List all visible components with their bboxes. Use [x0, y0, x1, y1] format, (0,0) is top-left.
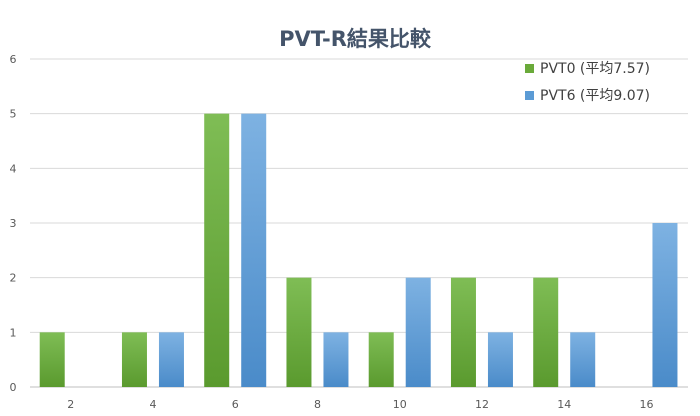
chart-title: PVT-R結果比較: [279, 27, 432, 51]
y-tick-label: 2: [10, 272, 17, 285]
legend-swatch: [525, 64, 534, 73]
x-axis-ticks: 2 4 6 8 10 12 14 16: [67, 398, 653, 411]
bar-pvt6: [652, 223, 678, 387]
bar-pvt0: [204, 113, 230, 388]
y-tick-label: 6: [10, 53, 17, 66]
bars: [39, 113, 678, 388]
y-tick-label: 5: [10, 108, 17, 121]
bar-pvt6: [487, 332, 513, 387]
bar-pvt0: [39, 332, 65, 387]
legend-swatch: [525, 91, 534, 100]
y-tick-label: 1: [10, 326, 17, 339]
bar-pvt6: [570, 332, 596, 387]
bar-pvt0: [286, 277, 312, 387]
y-axis-ticks: 0 1 2 3 4 5 6: [10, 53, 17, 394]
y-tick-label: 4: [10, 162, 17, 175]
legend-label: PVT0 (平均7.57): [540, 61, 650, 77]
x-tick-label: 8: [314, 398, 321, 411]
x-tick-label: 14: [557, 398, 571, 411]
bar-pvt6: [158, 332, 184, 387]
bar-pvt6: [323, 332, 349, 387]
legend: PVT0 (平均7.57) PVT6 (平均9.07): [525, 61, 650, 104]
y-tick-label: 0: [10, 381, 17, 394]
x-tick-label: 16: [639, 398, 653, 411]
x-tick-label: 12: [475, 398, 489, 411]
bar-pvt6: [405, 277, 431, 387]
bar-pvt0: [450, 277, 476, 387]
legend-label: PVT6 (平均9.07): [540, 88, 650, 104]
bar-pvt0: [121, 332, 147, 387]
x-tick-label: 4: [149, 398, 156, 411]
bar-pvt0: [533, 277, 559, 387]
x-tick-label: 10: [393, 398, 407, 411]
y-tick-label: 3: [10, 217, 17, 230]
x-tick-label: 6: [232, 398, 239, 411]
bar-pvt6: [241, 113, 267, 388]
bar-pvt0: [368, 332, 394, 387]
x-tick-label: 2: [67, 398, 74, 411]
